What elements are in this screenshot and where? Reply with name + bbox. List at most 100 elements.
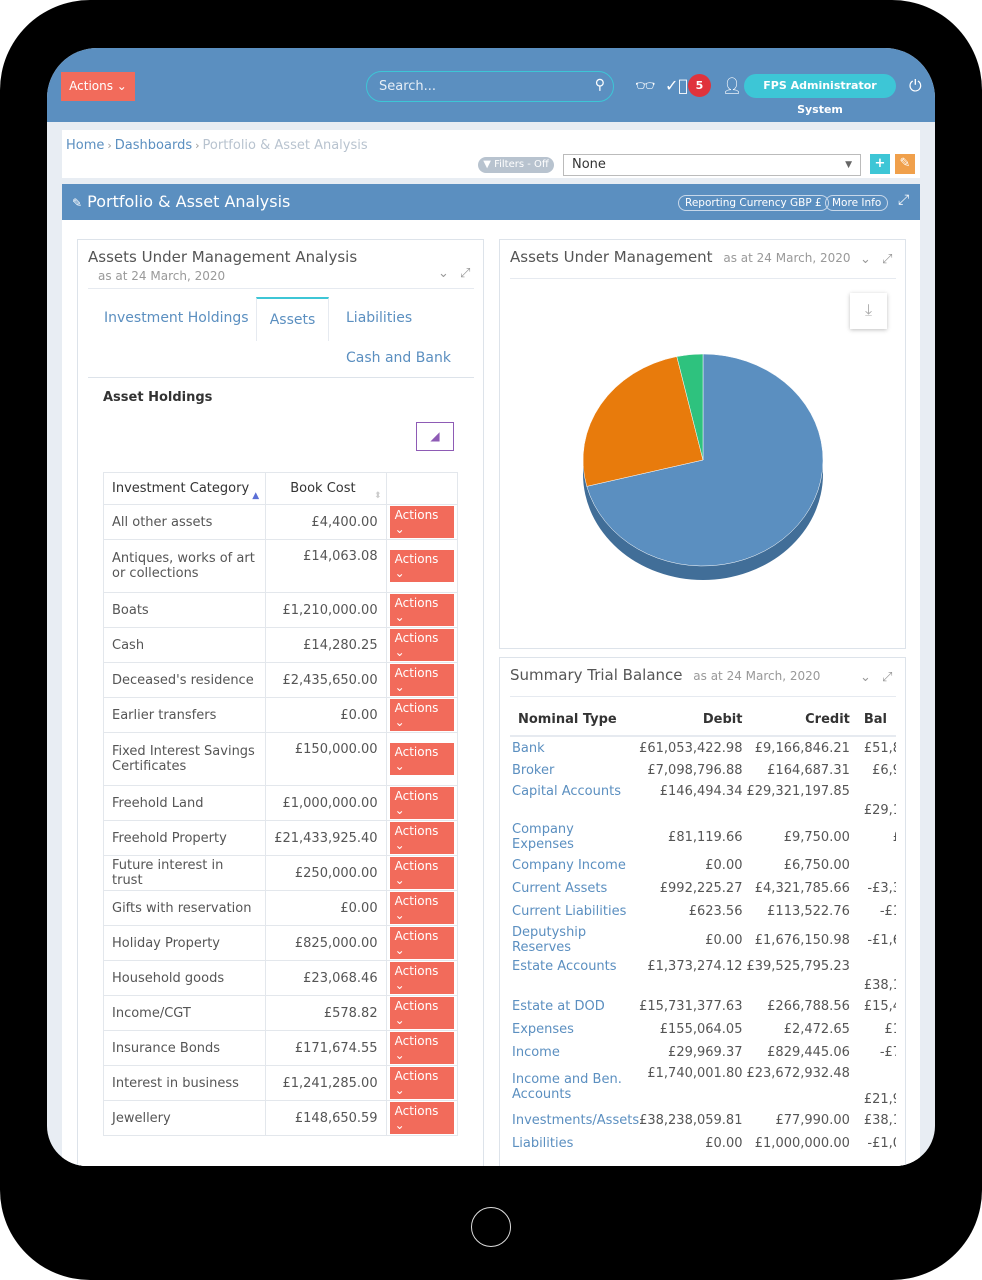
filters-toggle[interactable]: ▼ Filters - Off (478, 157, 554, 173)
eraser-button[interactable]: ◢ (416, 422, 454, 451)
breadcrumb-dashboards[interactable]: Dashboards (114, 138, 193, 153)
more-info-button[interactable]: More Info (825, 195, 889, 211)
row-actions-button[interactable]: Actions ⌄ (389, 594, 454, 626)
user-menu-button[interactable]: FPS Administrator System (744, 74, 896, 116)
debit-cell: £15,731,377.63 (639, 999, 743, 1014)
reporting-currency-button[interactable]: Reporting Currency GBP £ (678, 195, 829, 211)
table-row: Current Liabilities £623.56 £113,522.76 … (510, 900, 896, 923)
credit-cell: £1,676,150.98 (754, 932, 850, 948)
column-header-book-cost[interactable]: Book Cost ⬍ (265, 472, 387, 505)
balance-cell: £29,174,7 (863, 803, 896, 818)
row-actions-button[interactable]: Actions ⌄ (389, 962, 454, 994)
add-button[interactable]: + (870, 154, 890, 174)
download-button[interactable]: ⤓ (850, 293, 887, 329)
category-cell: Holiday Property (102, 925, 267, 961)
app-screen: Actions ⌄ ⚲ 👓︎ ✓⃝ 5 👤︎ FPS Administrator… (47, 48, 935, 1166)
glasses-icon[interactable]: 👓︎ (635, 76, 656, 95)
expand-icon[interactable]: ⤢ (882, 252, 893, 267)
notification-badge[interactable]: 5 (688, 74, 711, 97)
panel-title: Summary Trial Balance as at 24 March, 20… (510, 666, 821, 684)
row-actions-button[interactable]: Actions ⌄ (389, 506, 454, 538)
nominal-type-link[interactable]: Income (512, 1045, 560, 1060)
row-actions-button[interactable]: Actions ⌄ (389, 927, 454, 959)
check-circle-icon[interactable]: ✓⃝ (665, 76, 689, 95)
chevron-down-icon: ▼ (845, 160, 852, 170)
category-cell: Income/CGT (102, 995, 267, 1031)
table-row: Capital Accounts £146,494.34 £29,321,197… (510, 782, 896, 820)
table-row: Bank £61,053,422.98 £9,166,846.21 £51,88… (510, 736, 896, 759)
expand-icon[interactable]: ⤢ (898, 192, 910, 208)
balance-cell: £21,932,9 (863, 1092, 896, 1107)
breadcrumb-home[interactable]: Home (66, 138, 105, 153)
nominal-type-link[interactable]: Company Expenses (512, 822, 574, 852)
table-row: Deceased's residence £2,435,650.00 Actio… (102, 662, 459, 698)
debit-cell: £155,064.05 (659, 1022, 743, 1037)
tab-assets[interactable]: Assets (256, 297, 329, 341)
nominal-type-link[interactable]: Current Assets (512, 881, 608, 896)
nominal-type-link[interactable]: Current Liabilities (512, 904, 627, 919)
actions-menu-button[interactable]: Actions ⌄ (61, 72, 135, 101)
row-actions-button[interactable]: Actions ⌄ (389, 699, 454, 731)
collapse-icon[interactable]: ⌄ (860, 252, 871, 267)
nominal-type-link[interactable]: Deputyship Reserves (512, 925, 587, 955)
expand-icon[interactable]: ⤢ (460, 266, 471, 281)
nominal-type-link[interactable]: Liabilities (512, 1136, 574, 1151)
debit-cell: £0.00 (705, 858, 743, 873)
tab-investment-holdings[interactable]: Investment Holdings (104, 310, 249, 326)
pie-slice[interactable] (582, 356, 704, 487)
row-actions-button[interactable]: Actions ⌄ (389, 787, 454, 819)
expand-icon[interactable]: ⤢ (882, 670, 893, 685)
category-cell: Cash (102, 627, 267, 663)
nominal-type-link[interactable]: Expenses (512, 1022, 574, 1037)
row-actions-button[interactable]: Actions ⌄ (389, 1067, 454, 1099)
table-row: Income/CGT £578.82 Actions ⌄ (102, 995, 459, 1031)
debit-cell: £7,098,796.88 (647, 763, 743, 778)
filter-select[interactable]: None ▼ (563, 154, 861, 176)
debit-cell: £81,119.66 (668, 829, 743, 845)
panel-subtitle: as at 24 March, 2020 (98, 269, 226, 283)
nominal-type-link[interactable]: Broker (512, 763, 555, 778)
home-button[interactable] (471, 1207, 511, 1247)
credit-cell: £2,472.65 (783, 1022, 850, 1037)
collapse-icon[interactable]: ⌄ (438, 266, 449, 281)
balance-cell: £38,152,5 (863, 978, 896, 993)
row-actions-button[interactable]: Actions ⌄ (389, 1102, 454, 1134)
row-actions-button[interactable]: Actions ⌄ (389, 664, 454, 696)
search-input[interactable] (367, 72, 577, 100)
book-cost-cell: £1,210,000.00 (265, 592, 387, 628)
row-actions-button[interactable]: Actions ⌄ (389, 1032, 454, 1064)
nominal-type-link[interactable]: Investments/Assets (512, 1113, 640, 1128)
collapse-icon[interactable]: ⌄ (860, 670, 871, 685)
row-actions-button[interactable]: Actions ⌄ (389, 857, 454, 889)
row-actions-button[interactable]: Actions ⌄ (389, 629, 454, 661)
edit-button[interactable]: ✎ (895, 154, 915, 174)
column-header-category[interactable]: Investment Category ▲ (102, 472, 267, 505)
search-box[interactable]: ⚲ (366, 71, 614, 102)
table-row: Deputyship Reserves £0.00 £1,676,150.98 … (510, 923, 896, 957)
tab-liabilities[interactable]: Liabilities (346, 310, 413, 326)
pie-slice[interactable] (676, 353, 704, 461)
nominal-type-link[interactable]: Company Income (512, 858, 626, 873)
row-actions-button[interactable]: Actions ⌄ (389, 550, 454, 582)
row-actions-button[interactable]: Actions ⌄ (389, 743, 454, 775)
nominal-type-link[interactable]: Income and Ben. Accounts (512, 1071, 622, 1102)
nominal-type-link[interactable]: Estate Accounts (512, 959, 617, 974)
row-actions-button[interactable]: Actions ⌄ (389, 822, 454, 854)
credit-cell: £1,000,000.00 (754, 1136, 850, 1151)
nominal-type-link[interactable]: Capital Accounts (512, 784, 621, 799)
search-icon[interactable]: ⚲ (594, 77, 605, 93)
table-row: Interest in business £1,241,285.00 Actio… (102, 1065, 459, 1101)
pie-slice[interactable] (586, 353, 824, 567)
sort-icon: ⬍ (374, 491, 382, 501)
tab-cash-and-bank[interactable]: Cash and Bank (346, 350, 451, 366)
debit-cell: £61,053,422.98 (639, 740, 743, 756)
user-icon[interactable]: 👤︎ (722, 76, 743, 95)
power-icon[interactable]: ⏻ (909, 76, 922, 95)
row-actions-button[interactable]: Actions ⌄ (389, 892, 454, 924)
row-actions-button[interactable]: Actions ⌄ (389, 997, 454, 1029)
nominal-type-link[interactable]: Bank (512, 740, 545, 756)
nominal-type-link[interactable]: Estate at DOD (512, 999, 605, 1014)
asset-holdings-table: Investment Category ▲ Book Cost ⬍ All othe… (102, 472, 459, 1136)
debit-cell: £38,238,059.81 (639, 1113, 743, 1128)
balance-cell: £51,886,5 (863, 740, 896, 756)
